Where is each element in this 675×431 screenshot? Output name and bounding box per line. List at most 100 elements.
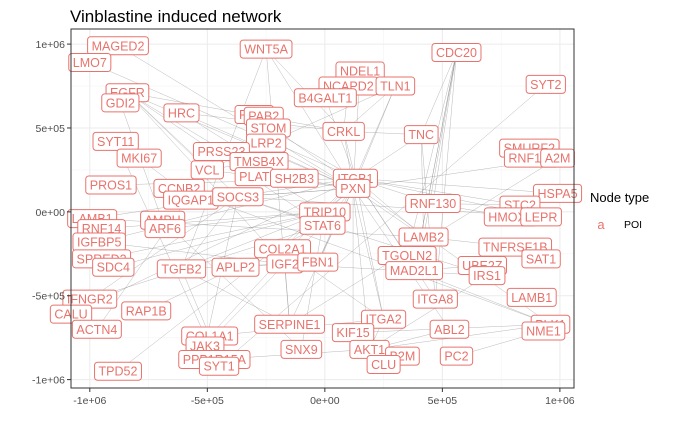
node-label-box (429, 319, 470, 339)
node-label-text: STOM (250, 121, 286, 135)
node-label-text: ABL2 (434, 323, 465, 337)
node-label-box (269, 168, 319, 188)
node-label-text: SYT11 (97, 135, 134, 149)
node-itga8: ITGA8 (412, 289, 458, 309)
node-label-box (190, 160, 224, 180)
node-label-box (85, 175, 137, 195)
node-label-text: LMO7 (73, 56, 107, 70)
node-label-text: IFNGR2 (67, 293, 113, 307)
node-label-box (521, 249, 561, 269)
node-mad2l1: MAD2L1 (385, 261, 443, 281)
node-syt2: SYT2 (525, 74, 566, 94)
node-label-text: TMSB4X (234, 155, 285, 169)
node-label-box (211, 257, 260, 277)
network-edge (369, 275, 488, 350)
node-label-box (198, 356, 240, 376)
node-clu: CLU (366, 355, 401, 375)
node-mki67: MKI67 (116, 148, 162, 168)
node-ndel1: NDEL1 (335, 61, 385, 81)
node-label-box (144, 219, 186, 239)
node-label-box (385, 261, 443, 281)
node-label-text: SYT1 (203, 360, 234, 374)
node-label-text: SERPINE1 (259, 318, 321, 332)
node-label-box (92, 131, 139, 151)
x-tick-label: 0e+00 (310, 395, 340, 407)
y-tick-label: -1e+06 (32, 375, 65, 387)
node-label-text: TGOLN2 (382, 249, 432, 263)
y-tick-label: -5e+05 (32, 291, 65, 303)
y-tick-label: 0e+00 (36, 207, 66, 219)
node-sh2b3: SH2B3 (269, 168, 319, 188)
node-igfbp5: IGFBP5 (72, 232, 126, 252)
network-edge (355, 178, 384, 320)
node-crkl: CRKL (322, 121, 365, 141)
panel-border (70, 28, 575, 389)
network-edge (181, 196, 239, 270)
node-col2a1: COL2A1 (254, 239, 312, 259)
node-label-text: LAMB1 (511, 291, 552, 305)
node-label-text: IGF2 (271, 257, 299, 271)
network-edge (113, 211, 325, 268)
node-pc2: PC2 (439, 346, 474, 366)
node-vcl: VCL (190, 160, 224, 180)
network-edge (89, 62, 356, 179)
node-tln1: TLN1 (375, 76, 416, 96)
network-edge (355, 178, 520, 206)
node-sat1: SAT1 (521, 249, 561, 269)
node-label-text: PLAT (239, 170, 270, 184)
network-edge (435, 52, 457, 300)
node-label-text: SNX9 (285, 343, 318, 357)
node-stom: STOM (245, 118, 291, 138)
network-edge (89, 196, 239, 300)
node-a2m: A2M (540, 148, 575, 168)
network-edge (70, 178, 356, 315)
node-cdc20: CDC20 (431, 42, 482, 62)
node-label-text: MKI67 (121, 152, 157, 166)
node-label-text: ITGA8 (417, 293, 453, 307)
node-label-text: WNT5A (244, 43, 288, 57)
legend-title: Node type (590, 190, 649, 205)
node-label-box (212, 187, 264, 207)
node-label-text: LEPR (525, 210, 558, 224)
node-lrp2: LRP2 (245, 133, 287, 153)
node-pxn: PXN (335, 178, 371, 198)
node-label-box (439, 346, 474, 366)
node-label-text: NDEL1 (340, 64, 380, 78)
x-tick-label: 1e+06 (545, 395, 575, 407)
node-label-text: GDI2 (106, 96, 135, 110)
node-b4galt1: B4GALT1 (293, 88, 357, 108)
network-edge (164, 211, 325, 229)
node-label-box (68, 53, 112, 73)
node-label-text: RNF130 (410, 197, 457, 211)
network-edge (420, 52, 457, 135)
node-label-text: STAT6 (304, 219, 341, 233)
node-label-text: ARF6 (149, 222, 181, 236)
node-label-box (71, 319, 122, 339)
node-label-text: CDC20 (436, 46, 477, 60)
node-label-text: IRS1 (473, 269, 501, 283)
node-label-text: SH2B3 (274, 172, 314, 186)
node-label-box (280, 339, 323, 359)
node-label-text: MAD2L1 (390, 264, 439, 278)
node-label-box (156, 259, 207, 279)
node-label-text: TGFB2 (161, 262, 201, 276)
node-label-text: MAGED2 (92, 39, 145, 53)
node-label-box (375, 76, 416, 96)
node-label-box (405, 193, 461, 213)
network-edge (127, 92, 239, 197)
node-rap1b: RAP1B (121, 301, 172, 321)
node-tmsb4x: TMSB4X (229, 152, 289, 172)
node-irs1: IRS1 (468, 266, 506, 286)
node-tnc: TNC (403, 125, 439, 145)
node-label-text: NME1 (526, 324, 561, 338)
node-label-text: B4GALT1 (298, 91, 352, 105)
node-label-box (101, 93, 140, 113)
network-edge (179, 188, 551, 325)
network-edge (89, 225, 323, 300)
node-label-box (366, 355, 401, 375)
node-actn4: ACTN4 (71, 319, 122, 339)
node-label-box (116, 148, 162, 168)
node-syt1: SYT1 (198, 356, 240, 376)
